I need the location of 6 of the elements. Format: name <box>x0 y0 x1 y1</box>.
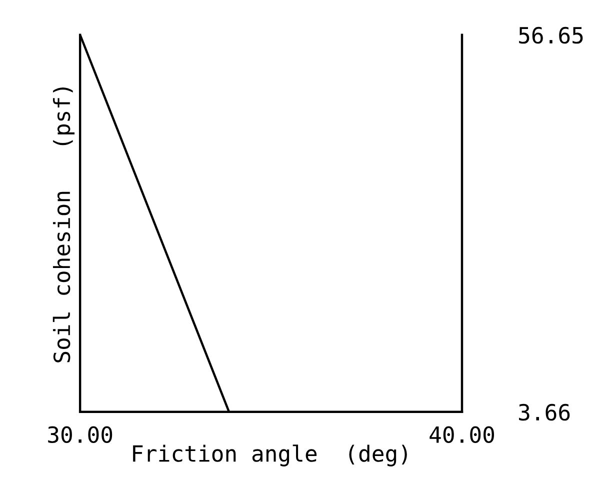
y-axis-title: Soil cohesion (psf) <box>52 87 75 362</box>
x-tick-label: 40.00 <box>430 426 494 444</box>
y-tick-label: 56.65 <box>519 26 583 44</box>
x-tick-label: 30.00 <box>48 426 112 444</box>
y-tick-label: 3.66 <box>519 404 570 421</box>
x-axis-title: Friction angle (deg) <box>133 444 407 466</box>
